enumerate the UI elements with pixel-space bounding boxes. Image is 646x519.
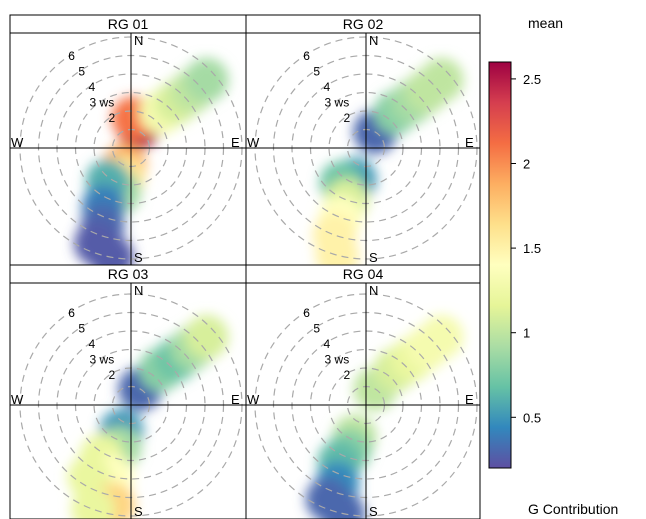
panel-title: RG 04 bbox=[343, 266, 384, 282]
ring-label: 2 bbox=[344, 368, 351, 382]
ring-label: 4 bbox=[323, 337, 330, 351]
ring-label: 3 ws bbox=[90, 352, 115, 366]
ring-label: 2 bbox=[109, 368, 116, 382]
ring-label: 5 bbox=[78, 64, 85, 78]
direction-label-s: S bbox=[369, 250, 378, 265]
surface-blob bbox=[320, 491, 365, 519]
surface-blob bbox=[419, 57, 464, 102]
ring-label: 6 bbox=[68, 49, 75, 63]
panel-title: RG 01 bbox=[108, 16, 149, 32]
surface-layer bbox=[312, 57, 464, 265]
direction-label-w: W bbox=[11, 392, 24, 407]
direction-label-w: W bbox=[247, 135, 260, 150]
ring-label: 6 bbox=[303, 49, 310, 63]
colorbar-gradient bbox=[488, 61, 512, 469]
direction-label-s: S bbox=[369, 504, 378, 519]
direction-label-s: S bbox=[134, 250, 143, 265]
colorbar-tick-label: 2.5 bbox=[523, 72, 541, 87]
surface-blob bbox=[419, 314, 464, 359]
ring-label: 2 bbox=[109, 111, 116, 125]
colorbar-title: mean bbox=[528, 15, 563, 31]
surface-blob bbox=[71, 487, 115, 519]
direction-label-w: W bbox=[11, 135, 24, 150]
direction-label-w: W bbox=[247, 392, 260, 407]
colorbar: mean G Contribution 0.5 1 1.5 2 2.5 bbox=[488, 15, 618, 517]
surface-blob bbox=[184, 57, 229, 102]
direction-label-n: N bbox=[134, 283, 143, 298]
colorbar-tick-label: 2 bbox=[523, 157, 530, 172]
panel-title: RG 03 bbox=[108, 266, 149, 282]
colorbar-tick-label: 0.5 bbox=[523, 410, 541, 425]
panel-border bbox=[245, 264, 481, 519]
direction-label-e: E bbox=[231, 135, 240, 150]
ring-label: 2 bbox=[344, 111, 351, 125]
surface-layer bbox=[74, 57, 229, 265]
surface-layer bbox=[67, 314, 229, 519]
colorbar-xlabel: G Contribution bbox=[528, 501, 618, 517]
direction-label-e: E bbox=[465, 135, 474, 150]
ring-label: 5 bbox=[78, 321, 85, 335]
panel-title: RG 02 bbox=[343, 16, 384, 32]
ring-label: 3 ws bbox=[90, 95, 115, 109]
surface-layer bbox=[305, 314, 464, 519]
ring-label: 6 bbox=[303, 306, 310, 320]
direction-label-e: E bbox=[231, 392, 240, 407]
ring-label: 4 bbox=[88, 337, 95, 351]
colorbar-tick-label: 1 bbox=[523, 326, 530, 341]
colorbar-tick-label: 1.5 bbox=[523, 241, 541, 256]
surface-blob bbox=[184, 314, 229, 359]
direction-label-s: S bbox=[134, 504, 143, 519]
ring-label: 4 bbox=[323, 80, 330, 94]
direction-label-e: E bbox=[465, 392, 474, 407]
ring-label: 6 bbox=[68, 306, 75, 320]
ring-label: 5 bbox=[313, 64, 320, 78]
ring-label: 3 ws bbox=[325, 352, 350, 366]
direction-label-n: N bbox=[369, 33, 378, 48]
surface-blob bbox=[89, 235, 134, 265]
direction-label-n: N bbox=[134, 33, 143, 48]
direction-label-n: N bbox=[369, 283, 378, 298]
ring-label: 3 ws bbox=[325, 95, 350, 109]
ring-label: 4 bbox=[88, 80, 95, 94]
ring-label: 5 bbox=[313, 321, 320, 335]
